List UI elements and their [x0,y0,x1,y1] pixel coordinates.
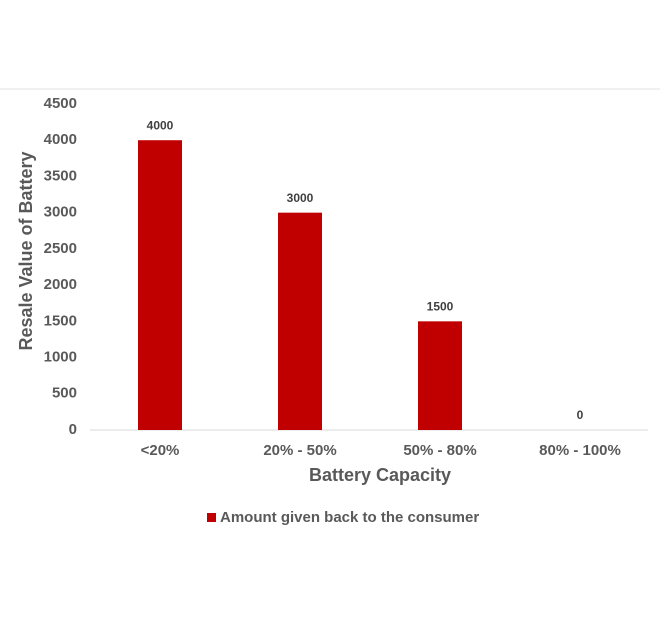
y-axis-title: Resale Value of Battery [16,151,36,350]
y-tick-label: 3500 [44,167,77,184]
legend-swatch [207,513,216,522]
data-label: 3000 [287,191,314,205]
y-tick-label: 1000 [44,349,77,366]
y-tick-label: 2500 [44,240,77,257]
x-tick-label: 20% - 50% [263,442,336,459]
legend-label: Amount given back to the consumer [220,509,479,526]
x-tick-label: 50% - 80% [403,442,476,459]
data-label: 1500 [427,300,454,314]
y-tick-label: 0 [69,421,77,438]
x-axis-title: Battery Capacity [309,465,451,485]
y-tick-label: 3000 [44,204,77,221]
data-label: 4000 [147,118,174,132]
y-tick-label: 1500 [44,312,77,329]
y-tick-label: 4000 [44,131,77,148]
x-tick-label: <20% [141,442,180,459]
data-label: 0 [577,408,584,422]
y-tick-label: 4500 [44,95,77,112]
x-tick-label: 80% - 100% [539,442,621,459]
bar [278,212,322,430]
bar [138,140,182,430]
y-tick-label: 2000 [44,276,77,293]
y-tick-label: 500 [52,385,77,402]
bar [418,321,462,430]
